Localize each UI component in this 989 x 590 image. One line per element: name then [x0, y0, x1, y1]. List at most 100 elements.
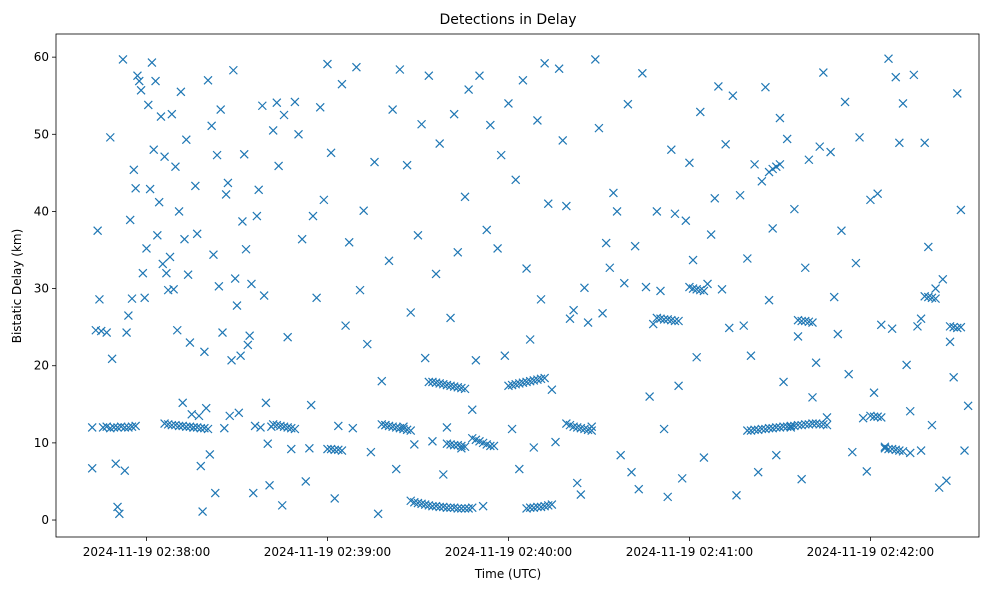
data-point-x-marker	[540, 373, 550, 383]
data-point-x-marker	[199, 423, 209, 433]
data-point-x-marker	[804, 155, 814, 165]
data-point-x-marker	[456, 383, 466, 393]
data-point-x-marker	[198, 507, 208, 516]
x-tick-label: 2024-11-19 02:41:00	[626, 545, 753, 559]
data-point-x-marker	[167, 109, 177, 119]
data-point-x-marker	[934, 483, 944, 493]
data-point-x-marker	[543, 500, 553, 510]
data-point-x-marker	[775, 159, 785, 169]
data-point-x-marker	[869, 412, 879, 422]
data-point-x-marker	[471, 355, 481, 365]
data-point-x-marker	[120, 466, 130, 476]
data-point-x-marker	[315, 102, 325, 112]
data-point-x-marker	[941, 476, 951, 486]
data-point-x-marker	[424, 377, 434, 387]
data-point-x-marker	[598, 308, 607, 318]
data-point-x-marker	[862, 467, 872, 476]
data-point-x-marker	[402, 160, 412, 170]
data-point-x-marker	[460, 442, 470, 452]
data-point-x-marker	[453, 382, 463, 392]
data-point-x-marker	[750, 425, 760, 435]
data-point-x-marker	[775, 423, 785, 432]
data-point-x-marker	[261, 398, 271, 408]
data-point-x-marker	[753, 425, 763, 435]
data-point-x-marker	[152, 230, 162, 240]
data-point-x-marker	[724, 323, 734, 333]
data-point-x-marker	[370, 157, 379, 167]
data-point-x-marker	[518, 75, 528, 85]
data-point-x-marker	[793, 331, 803, 341]
data-point-x-marker	[145, 184, 155, 194]
data-point-x-marker	[522, 264, 531, 273]
data-point-x-marker	[277, 500, 287, 510]
data-point-x-marker	[165, 252, 175, 262]
data-point-x-marker	[956, 322, 966, 332]
data-point-x-marker	[637, 68, 647, 78]
data-point-x-marker	[797, 420, 807, 430]
data-point-x-marker	[789, 204, 799, 214]
data-point-x-marker	[337, 79, 347, 89]
data-point-x-marker	[504, 381, 513, 391]
data-point-x-marker	[243, 340, 253, 350]
data-point-x-marker	[551, 437, 560, 447]
data-point-x-marker	[952, 323, 962, 333]
data-point-x-marker	[692, 284, 702, 294]
data-point-x-marker	[536, 294, 546, 304]
data-point-x-marker	[151, 76, 160, 86]
data-point-x-marker	[147, 58, 157, 67]
data-point-x-marker	[337, 446, 347, 456]
data-point-x-marker	[420, 500, 430, 510]
data-point-x-marker	[435, 139, 445, 148]
data-point-x-marker	[583, 425, 593, 435]
data-point-x-marker	[572, 478, 582, 488]
data-point-x-marker	[666, 315, 676, 325]
data-point-x-marker	[417, 499, 427, 509]
data-point-x-marker	[352, 62, 361, 72]
data-point-x-marker	[268, 126, 278, 135]
data-point-x-marker	[580, 283, 589, 293]
data-point-x-marker	[453, 440, 463, 450]
data-point-x-marker	[232, 301, 242, 310]
data-point-x-marker	[717, 284, 727, 294]
data-point-x-marker	[348, 423, 358, 433]
data-point-x-marker	[263, 439, 273, 449]
data-point-x-marker	[163, 419, 173, 429]
data-point-x-marker	[142, 244, 151, 253]
data-point-x-marker	[529, 375, 539, 385]
data-point-x-marker	[156, 112, 166, 121]
x-tick-label: 2024-11-19 02:42:00	[807, 545, 934, 559]
data-point-x-marker	[456, 504, 466, 513]
data-point-x-marker	[569, 305, 579, 315]
data-point-x-marker	[294, 129, 303, 139]
data-point-x-marker	[532, 502, 542, 512]
data-point-x-marker	[189, 423, 198, 432]
data-point-x-marker	[775, 113, 785, 123]
data-point-x-marker	[123, 423, 133, 432]
data-point-x-marker	[362, 339, 372, 349]
data-point-x-marker	[283, 423, 293, 432]
data-point-x-marker	[876, 412, 886, 422]
data-point-x-marker	[453, 247, 463, 257]
data-point-x-marker	[326, 444, 336, 454]
data-point-x-marker	[750, 159, 760, 169]
data-point-x-marker	[927, 293, 937, 303]
data-point-x-marker	[518, 378, 528, 388]
data-point-x-marker	[268, 419, 278, 429]
x-axis-label: Time (UTC)	[474, 567, 541, 581]
data-point-x-marker	[771, 450, 781, 460]
data-point-x-marker	[290, 424, 300, 434]
data-point-x-marker	[786, 421, 796, 431]
data-point-x-marker	[192, 423, 202, 432]
data-point-x-marker	[171, 420, 180, 430]
data-point-x-marker	[485, 120, 495, 130]
data-point-x-marker	[753, 467, 763, 477]
data-point-x-marker	[438, 379, 448, 389]
data-point-x-marker	[641, 282, 651, 292]
data-point-x-marker	[949, 372, 959, 382]
data-point-x-marker	[438, 470, 448, 479]
data-point-x-marker	[887, 324, 897, 334]
data-point-x-marker	[829, 292, 839, 302]
y-tick-label: 40	[34, 204, 49, 218]
data-point-x-marker	[140, 293, 150, 303]
plot-area	[87, 54, 973, 519]
